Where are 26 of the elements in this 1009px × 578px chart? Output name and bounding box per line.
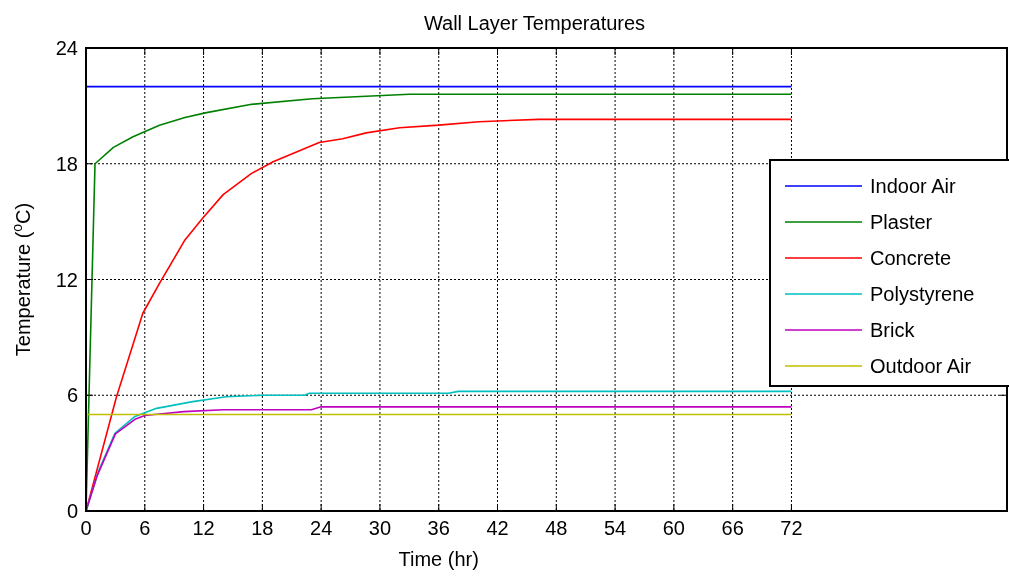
y-tick-label: 24 [55,37,78,59]
legend-label: Plaster [870,211,933,233]
x-tick-label: 54 [603,517,627,539]
x-tick-label: 18 [251,517,274,539]
y-tick-label: 18 [55,152,78,175]
x-tick-label: 36 [427,517,450,539]
legend-label: Outdoor Air [870,355,972,377]
x-tick-label: 24 [310,517,333,539]
y-tick-label: 12 [55,268,78,291]
legend-label: Brick [870,319,916,341]
legend-label: Polystyrene [870,283,975,305]
legend-label: Concrete [870,247,952,269]
x-tick-label: 42 [486,517,509,539]
x-tick-label: 6 [139,517,151,539]
x-tick-label: 30 [368,517,392,539]
legend-label: Indoor Air [870,175,956,197]
x-tick-label: 12 [192,517,215,539]
chart-title: Wall Layer Temperatures [423,12,646,34]
x-axis-title: Time (hr) [398,548,479,570]
x-tick-label: 0 [80,517,92,539]
x-tick-label: 48 [545,517,568,539]
x-tick-label: 72 [780,517,803,539]
y-tick-label: 0 [66,500,78,522]
y-tick-label: 6 [66,384,78,407]
x-tick-label: 60 [662,517,685,539]
x-tick-label: 66 [721,517,744,539]
